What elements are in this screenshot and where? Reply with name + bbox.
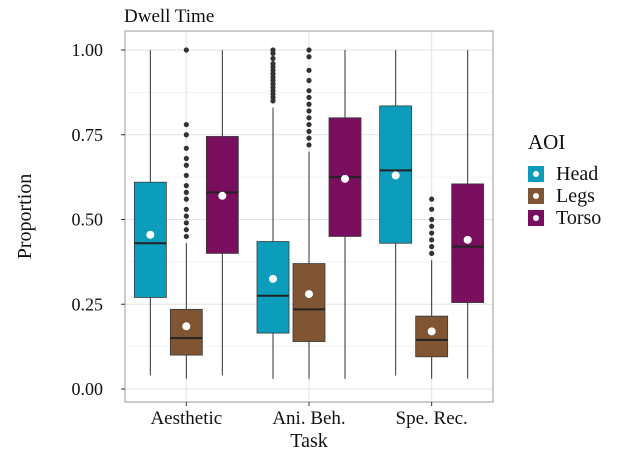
legend-label: Torso — [556, 206, 602, 229]
mean-point — [463, 235, 472, 244]
outlier-point — [270, 60, 276, 67]
outlier-point — [429, 216, 435, 223]
outlier-point — [183, 162, 189, 168]
outlier-point — [306, 47, 312, 53]
outlier-point — [183, 213, 189, 219]
legend-mean-dot — [533, 215, 539, 221]
outlier-point — [306, 108, 312, 114]
mean-point — [182, 322, 191, 331]
y-tick-label: 0.75 — [72, 125, 104, 145]
mean-point — [391, 171, 400, 180]
box-legs — [169, 308, 203, 356]
y-tick-label: 0.25 — [72, 294, 104, 314]
outlier-point — [183, 189, 189, 195]
outlier-point — [306, 54, 312, 60]
outlier-point — [306, 101, 312, 107]
legend-mean-dot — [533, 171, 539, 177]
outlier-point — [429, 223, 435, 229]
mean-point — [269, 274, 277, 283]
box-legs — [415, 315, 449, 358]
y-tick-label: 1.00 — [72, 40, 104, 60]
legend-label: Legs — [556, 184, 595, 207]
outlier-point — [306, 88, 312, 94]
mean-point — [146, 230, 155, 239]
outlier-point — [429, 244, 435, 250]
outlier-point — [429, 206, 435, 212]
legend: AOI Head Legs Torso — [528, 130, 601, 229]
outlier-point — [270, 47, 276, 53]
outlier-point — [306, 67, 312, 73]
outlier-point — [183, 121, 189, 128]
x-tick-label: Aesthetic — [150, 408, 222, 429]
y-axis-label: Proportion — [14, 174, 36, 260]
outlier-point — [183, 47, 189, 53]
outlier-point — [429, 196, 435, 202]
legend-item-torso: Torso — [528, 207, 601, 229]
y-tick-label: 0.50 — [72, 210, 104, 230]
mean-point — [341, 174, 349, 183]
outlier-point — [306, 94, 312, 101]
outlier-point — [306, 142, 312, 148]
outlier-point — [270, 55, 276, 62]
mean-point — [427, 327, 436, 336]
outlier-point — [429, 250, 435, 256]
box-head — [133, 181, 167, 298]
outlier-point — [306, 121, 312, 128]
outlier-point — [183, 206, 189, 212]
outlier-point — [306, 135, 312, 141]
outlier-point — [306, 128, 312, 134]
outlier-point — [429, 230, 435, 236]
x-axis-label: Task — [290, 430, 327, 452]
y-tick-label: 0.00 — [72, 379, 104, 399]
outlier-point — [183, 155, 189, 162]
outlier-point — [306, 115, 312, 121]
x-tick-label: Ani. Beh. — [272, 408, 345, 429]
legend-swatch — [528, 210, 544, 226]
mean-point — [305, 290, 313, 299]
box-legs — [292, 263, 326, 342]
outlier-point — [183, 227, 189, 233]
outlier-point — [429, 237, 435, 243]
box-head — [256, 241, 290, 334]
legend-swatch — [528, 166, 544, 182]
outlier-point — [306, 77, 312, 84]
outlier-point — [183, 220, 189, 226]
legend-swatch — [528, 188, 544, 204]
outlier-point — [183, 196, 189, 202]
legend-items: Head Legs Torso — [528, 163, 601, 229]
legend-item-head: Head — [528, 163, 601, 185]
outlier-point — [183, 172, 189, 179]
outlier-point — [183, 183, 189, 189]
mean-point — [218, 191, 227, 200]
legend-item-legs: Legs — [528, 185, 601, 207]
legend-mean-dot — [533, 193, 539, 199]
x-tick-label: Spe. Rec. — [396, 408, 468, 429]
outlier-point — [183, 145, 189, 151]
outlier-point — [183, 233, 189, 240]
legend-label: Head — [556, 162, 599, 185]
chart-title: Dwell Time — [124, 6, 215, 27]
legend-title: AOI — [528, 130, 566, 154]
outlier-point — [183, 132, 189, 138]
